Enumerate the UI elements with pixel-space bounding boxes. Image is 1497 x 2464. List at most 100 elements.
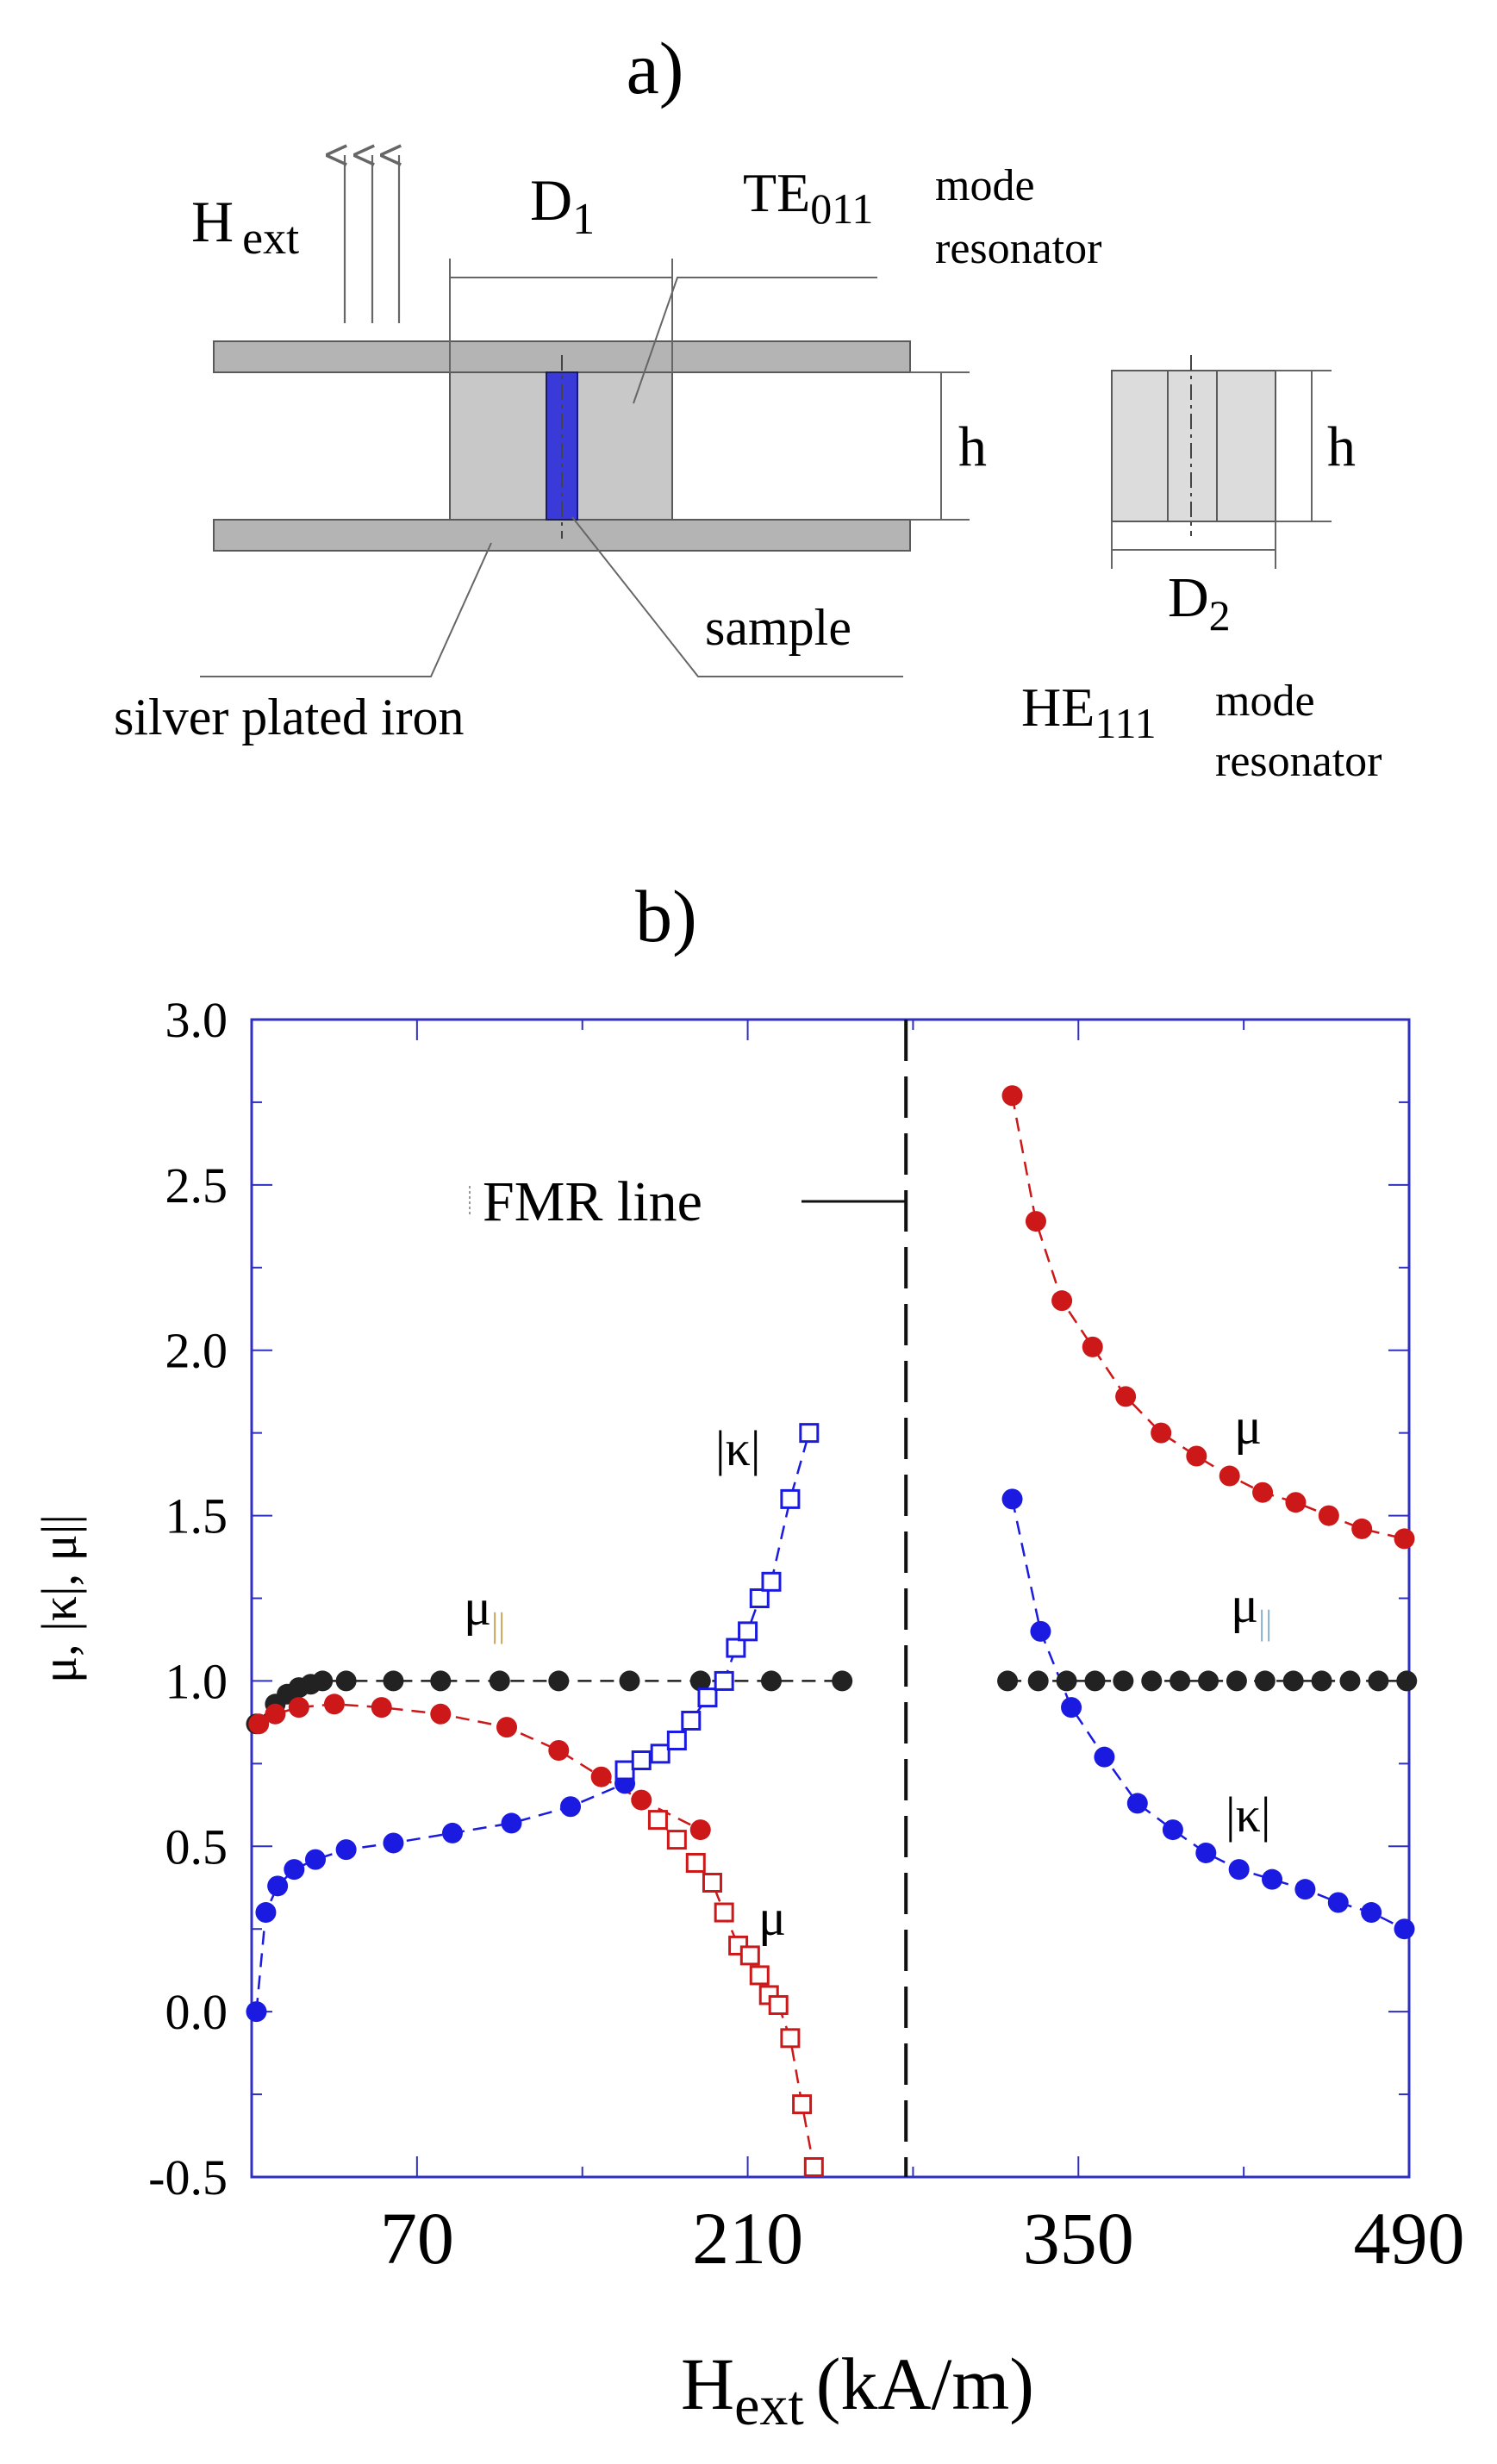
data-point — [619, 1670, 640, 1692]
data-point-open — [749, 1965, 770, 1986]
data-point-open — [666, 1730, 687, 1750]
data-point — [430, 1670, 452, 1692]
data-point — [1151, 1422, 1172, 1444]
panel-b: b) 3.0 2.5 2.0 1.5 1.0 0.5 0.0 -0.5 70 210 350 490… — [31, 875, 1465, 2437]
data-point — [430, 1703, 452, 1725]
data-point-open — [631, 1750, 652, 1771]
data-point — [1001, 1085, 1023, 1107]
data-point — [1025, 1211, 1046, 1232]
iron-leader — [200, 542, 492, 677]
data-point — [284, 1859, 305, 1881]
data-point — [1394, 1528, 1415, 1550]
h-label: h — [958, 415, 987, 478]
series-4 — [614, 1423, 820, 1781]
panel-b-label: b) — [635, 875, 697, 958]
he111-label: HE111 — [1021, 677, 1157, 747]
y-tick-label: 1.5 — [165, 1488, 228, 1544]
data-point-open — [803, 2156, 824, 2177]
te011-mode-text: mode — [935, 161, 1035, 210]
axis-ticks — [251, 1019, 1410, 2178]
data-point-open — [650, 1744, 671, 1764]
series-6 — [1001, 1488, 1415, 1940]
data-point — [1351, 1518, 1373, 1539]
data-point — [1226, 1670, 1247, 1692]
data-point-open — [792, 2094, 813, 2115]
data-point — [832, 1670, 853, 1692]
x-tick-labels: 70 210 350 490 — [380, 2197, 1465, 2280]
data-point — [1115, 1386, 1137, 1407]
data-point — [560, 1796, 582, 1818]
data-point — [246, 2001, 267, 2023]
data-point — [255, 1902, 277, 1924]
data-point-open — [714, 1670, 734, 1691]
panel-a-label: a) — [627, 27, 684, 109]
series-line — [255, 1782, 626, 2012]
y-tick-label: 1.0 — [165, 1653, 228, 1709]
data-point-open — [614, 1760, 635, 1781]
y-tick-label: 0.5 — [165, 1818, 228, 1875]
data-point — [441, 1822, 463, 1843]
data-point — [1113, 1670, 1134, 1692]
series-5 — [1001, 1085, 1415, 1550]
data-point — [548, 1740, 570, 1762]
data-point-open — [749, 1588, 770, 1608]
data-point — [1186, 1445, 1207, 1467]
series-line — [624, 1432, 811, 1772]
x-tick-label: 210 — [692, 2197, 803, 2280]
data-point — [1339, 1670, 1361, 1692]
mu-par-label-left: μ|| — [464, 1579, 505, 1644]
data-point — [383, 1832, 404, 1854]
data-point — [590, 1766, 612, 1787]
h2-label: h — [1327, 415, 1356, 478]
mu-label-right: μ — [1234, 1398, 1262, 1455]
data-point-open — [739, 1945, 760, 1966]
y-tick-label: 3.0 — [165, 992, 228, 1048]
x-tick-label: 350 — [1023, 2197, 1134, 2280]
data-series — [246, 1085, 1418, 2177]
data-point — [1285, 1492, 1307, 1513]
data-point-open — [666, 1830, 687, 1850]
data-point — [1056, 1670, 1077, 1692]
data-point — [1198, 1670, 1219, 1692]
data-point-open — [681, 1710, 702, 1731]
data-point — [1228, 1859, 1250, 1881]
data-point — [689, 1819, 711, 1841]
x-axis-title: Hext (kA/m) — [681, 2342, 1034, 2437]
data-point-open — [726, 1637, 746, 1658]
x-tick-label: 490 — [1354, 2197, 1465, 2280]
sample-label: sample — [705, 599, 851, 656]
series-line — [657, 1818, 815, 2168]
data-point — [1262, 1868, 1283, 1890]
series-7 — [997, 1670, 1418, 1692]
series-1 — [248, 1694, 711, 1841]
te011-label: TE011 — [743, 162, 873, 233]
data-point — [1170, 1670, 1191, 1692]
he111-mode-text: mode — [1215, 677, 1315, 726]
y-tick-label: -0.5 — [148, 2149, 228, 2205]
data-point — [1252, 1482, 1274, 1503]
data-point — [335, 1670, 357, 1692]
data-point-open — [768, 1994, 789, 2015]
data-point — [548, 1670, 570, 1692]
series-line — [1011, 1095, 1405, 1540]
field-arrows — [345, 155, 399, 323]
x-tick-label: 70 — [380, 2197, 454, 2280]
data-point — [1219, 1465, 1240, 1487]
data-point — [267, 1875, 289, 1897]
data-point — [265, 1703, 286, 1725]
data-point — [501, 1812, 522, 1834]
data-point — [631, 1789, 652, 1811]
data-point — [1027, 1670, 1049, 1692]
data-point — [1327, 1892, 1349, 1913]
data-point — [1061, 1697, 1082, 1719]
data-point — [1162, 1819, 1183, 1841]
data-point — [1084, 1670, 1106, 1692]
data-point — [1294, 1879, 1316, 1900]
data-point — [1082, 1336, 1103, 1357]
data-point-open — [761, 1571, 782, 1592]
data-point — [305, 1849, 327, 1870]
data-point — [1368, 1670, 1389, 1692]
d2-label: D2 — [1168, 566, 1231, 639]
